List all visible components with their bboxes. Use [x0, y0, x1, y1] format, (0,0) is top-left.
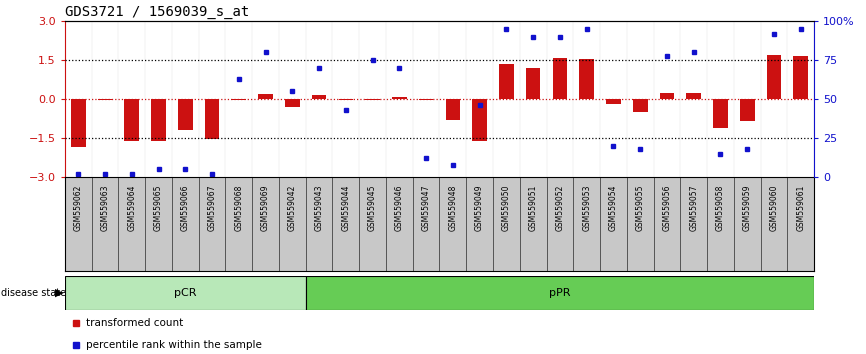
Text: GDS3721 / 1569039_s_at: GDS3721 / 1569039_s_at — [65, 5, 249, 19]
Bar — [793, 56, 808, 99]
Text: GSM559044: GSM559044 — [341, 184, 351, 231]
Bar — [98, 99, 113, 101]
Text: GSM559059: GSM559059 — [743, 184, 752, 231]
Bar — [125, 99, 139, 141]
Text: GSM559063: GSM559063 — [100, 184, 110, 231]
Bar — [713, 99, 727, 128]
Text: pPR: pPR — [549, 288, 571, 298]
Text: pCR: pCR — [174, 288, 197, 298]
Bar — [258, 94, 273, 99]
Bar — [204, 99, 219, 139]
Bar — [312, 95, 326, 99]
Text: GSM559057: GSM559057 — [689, 184, 698, 231]
Text: percentile rank within the sample: percentile rank within the sample — [86, 339, 262, 350]
Text: GSM559061: GSM559061 — [796, 184, 805, 231]
Text: GSM559064: GSM559064 — [127, 184, 136, 231]
Bar — [306, 276, 814, 310]
Text: GSM559058: GSM559058 — [716, 184, 725, 231]
Text: GSM559042: GSM559042 — [288, 184, 297, 231]
Text: GSM559048: GSM559048 — [449, 184, 457, 231]
Bar — [499, 64, 514, 99]
Bar — [526, 68, 540, 99]
Bar — [553, 58, 567, 99]
Bar — [152, 99, 166, 141]
Bar — [740, 99, 754, 121]
Text: disease state: disease state — [1, 288, 66, 298]
Text: GSM559065: GSM559065 — [154, 184, 163, 231]
Text: GSM559060: GSM559060 — [769, 184, 779, 231]
Text: GSM559047: GSM559047 — [422, 184, 430, 231]
Bar — [392, 97, 407, 99]
Bar — [231, 99, 246, 101]
Text: GSM559068: GSM559068 — [235, 184, 243, 231]
Text: GSM559056: GSM559056 — [662, 184, 671, 231]
Text: GSM559043: GSM559043 — [314, 184, 324, 231]
Bar — [285, 99, 300, 107]
Bar — [579, 59, 594, 99]
Bar — [472, 99, 487, 141]
Text: GSM559067: GSM559067 — [208, 184, 216, 231]
Bar — [365, 99, 380, 101]
Bar — [339, 99, 353, 101]
Bar — [633, 99, 648, 112]
Text: GSM559066: GSM559066 — [181, 184, 190, 231]
Bar — [71, 99, 86, 147]
Bar — [445, 99, 460, 120]
Text: GSM559052: GSM559052 — [555, 184, 565, 231]
Text: transformed count: transformed count — [86, 318, 184, 329]
Text: GSM559045: GSM559045 — [368, 184, 377, 231]
Bar — [419, 99, 434, 101]
Bar — [178, 99, 193, 130]
Text: ▶: ▶ — [55, 288, 63, 298]
Text: GSM559055: GSM559055 — [636, 184, 644, 231]
Bar — [766, 55, 781, 99]
Bar — [660, 93, 675, 99]
Bar — [65, 276, 306, 310]
Bar — [606, 99, 621, 104]
Text: GSM559054: GSM559054 — [609, 184, 617, 231]
Text: GSM559062: GSM559062 — [74, 184, 83, 231]
Text: GSM559049: GSM559049 — [475, 184, 484, 231]
Text: GSM559050: GSM559050 — [502, 184, 511, 231]
Bar — [686, 93, 701, 99]
Text: GSM559051: GSM559051 — [528, 184, 538, 231]
Text: GSM559053: GSM559053 — [582, 184, 591, 231]
Text: GSM559046: GSM559046 — [395, 184, 404, 231]
Text: GSM559069: GSM559069 — [262, 184, 270, 231]
